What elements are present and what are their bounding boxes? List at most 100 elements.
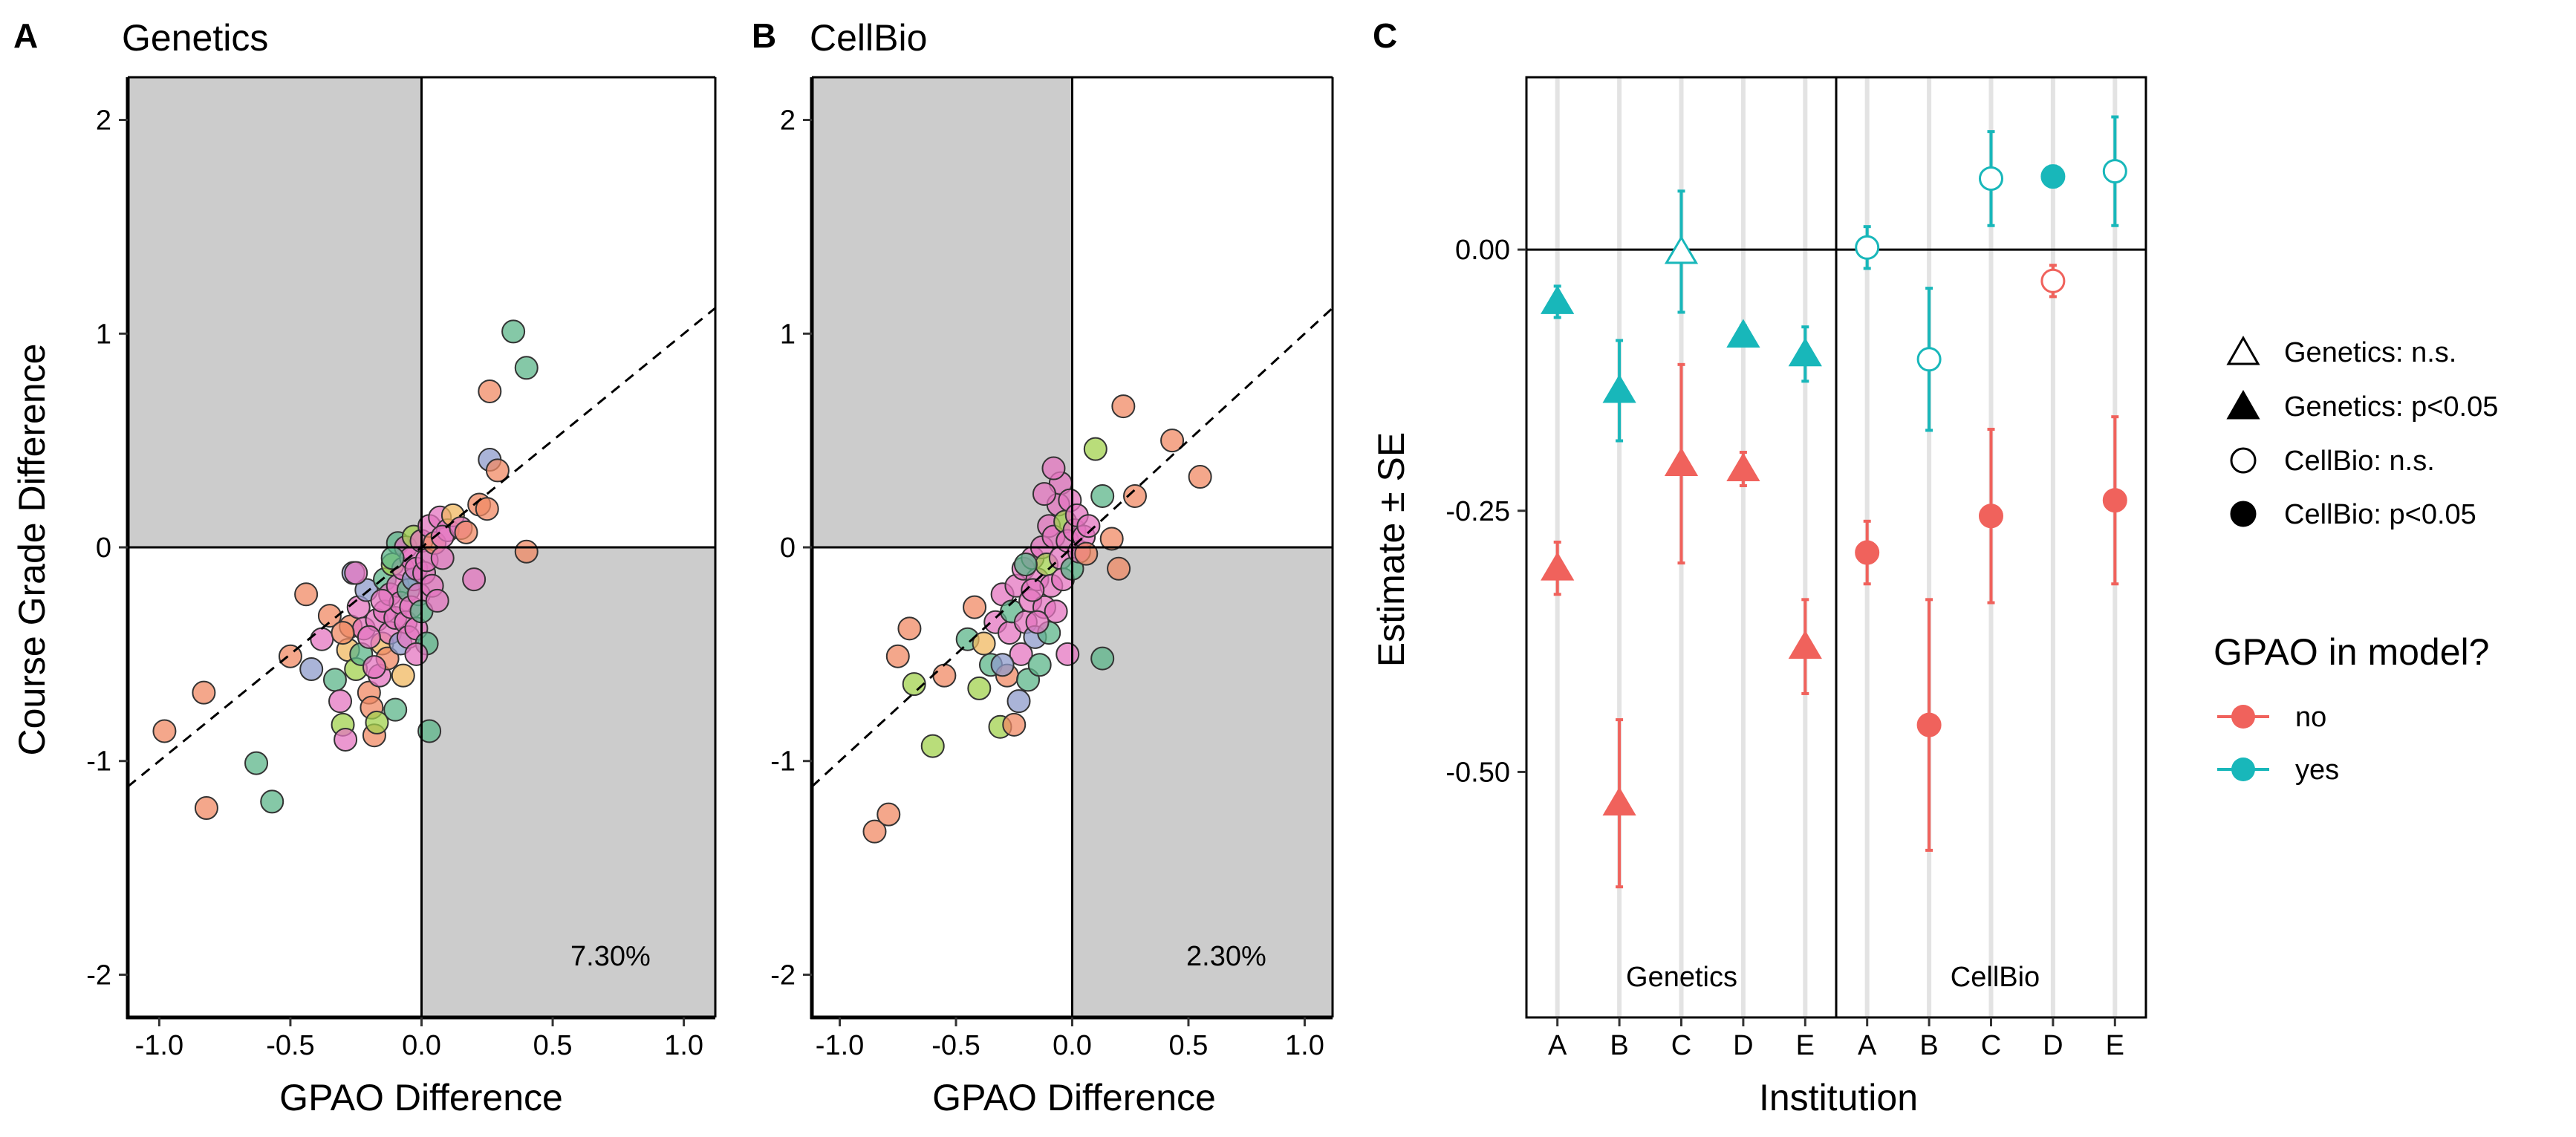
panel-a-y-tick-label: -1 <box>86 746 111 778</box>
color-legend: GPAO in model? no yes <box>2214 631 2489 786</box>
panel-a-x-tick-label: 0.0 <box>402 1030 441 1061</box>
legend-label: no <box>2295 702 2326 733</box>
panel-b-y-tick-label: 1 <box>780 319 796 350</box>
panel-a-point-1 <box>192 680 216 705</box>
panel-a-point-85 <box>344 561 368 585</box>
panel-a-point-7 <box>299 657 324 682</box>
panel-c-y-tick-label: 0.00 <box>1455 235 1510 266</box>
panel-a-point-82 <box>501 319 526 344</box>
estimate-circle-C-yes <box>1979 166 2003 191</box>
panel-c-facet-label-genetics: Genetics <box>1626 962 1737 993</box>
panel-a-y-tick-label: 2 <box>96 105 111 137</box>
estimate-triangle-E-no <box>1788 630 1822 659</box>
estimate-triangle-A-yes <box>1541 285 1575 314</box>
panel-a-point-71 <box>357 625 381 649</box>
panel-b-point-5 <box>920 734 945 758</box>
legend-item-genetics-ns: Genetics: n.s. <box>2226 335 2456 368</box>
panel-c-facet-label-cellbio: CellBio <box>1951 962 2040 993</box>
panel-b-point-63 <box>1122 483 1147 508</box>
panel-b-title: CellBio <box>810 17 927 59</box>
panel-a-point-3 <box>244 751 269 775</box>
panel-a-point-2 <box>194 796 218 821</box>
legend-item-no: no <box>2217 702 2326 733</box>
panel-c-estimate-plot: C 0.00 -0.25 -0.50 A B C D E A B C D E Genetics Cell… <box>1370 16 2147 1118</box>
panel-a-shade-upper-left <box>128 77 422 547</box>
panel-a-point-9 <box>317 604 342 628</box>
panel-a-point-69 <box>370 588 394 613</box>
panel-b-point-9 <box>967 676 992 700</box>
panel-a-letter: A <box>13 16 38 55</box>
panel-a-x-tick-label: -0.5 <box>266 1030 314 1061</box>
color-legend-title: GPAO in model? <box>2214 631 2489 673</box>
panel-b-point-59 <box>1090 646 1115 671</box>
panel-b-point-18 <box>1002 712 1027 737</box>
triangle-filled-icon <box>2226 389 2260 420</box>
circle-open-icon <box>2230 447 2257 474</box>
panel-c-x-tick-label: D <box>2043 1030 2063 1061</box>
panel-a-genetics-scatter: A Genetics -1.0 -0.5 0.0 0.5 1.0 -2 -1 0 1 2 7.30… <box>11 16 717 1118</box>
panel-b-ticks: -1.0 -0.5 0.0 0.5 1.0 -2 -1 0 1 2 <box>770 105 1324 1061</box>
panel-c-y-tick-label: -0.25 <box>1445 496 1510 527</box>
panel-b-y-tick-label: 2 <box>780 105 796 137</box>
panel-a-y-tick-label: -2 <box>86 960 111 991</box>
panel-b-point-66 <box>990 653 1015 677</box>
legend-label: yes <box>2295 755 2339 786</box>
panel-b-cellbio-scatter: B CellBio -1.0 -0.5 0.0 0.5 1.0 -2 -1 0 1 2 2.30%… <box>752 16 1334 1118</box>
panel-a-point-68 <box>404 642 429 666</box>
estimate-triangle-D-no <box>1726 452 1760 481</box>
panel-b-point-8 <box>963 595 987 619</box>
panel-a-x-tick-label: -1.0 <box>135 1030 183 1061</box>
panel-b-y-tick-label: -1 <box>770 746 796 778</box>
panel-a-point-83 <box>514 356 539 380</box>
panel-b-point-55 <box>1021 578 1045 602</box>
estimate-triangle-C-no <box>1664 447 1699 476</box>
panel-a-x-tick-label: 0.5 <box>533 1030 573 1061</box>
estimate-triangle-E-yes <box>1788 337 1822 367</box>
panel-b-x-axis-title: GPAO Difference <box>932 1077 1216 1118</box>
shape-legend: Genetics: n.s. Genetics: p<0.05 CellBio:… <box>2226 335 2498 530</box>
panel-a-x-axis-title: GPAO Difference <box>279 1077 563 1118</box>
panel-b-x-tick-label: 0.5 <box>1169 1030 1209 1061</box>
panel-a-ticks: -1.0 -0.5 0.0 0.5 1.0 -2 -1 0 1 2 <box>86 105 703 1061</box>
panel-b-shaded-quadrants <box>812 77 1333 1017</box>
panel-b-point-0 <box>862 819 887 844</box>
panel-c-estimates <box>1541 115 2127 889</box>
panel-a-y-axis-title: Course Grade Difference <box>11 344 53 756</box>
panel-b-point-21 <box>1009 642 1033 666</box>
panel-a-reference-lines <box>126 76 717 1020</box>
panel-c-letter: C <box>1373 16 1397 55</box>
panel-a-percent-annotation: 7.30% <box>570 941 651 972</box>
panel-b-point-2 <box>885 644 910 668</box>
panel-b-point-6 <box>932 663 957 688</box>
panel-a-x-tick-label: 1.0 <box>664 1030 703 1061</box>
panel-a-point-59 <box>417 719 442 743</box>
estimate-circle-A-no <box>1855 540 1880 565</box>
legend-item-cellbio-sig: CellBio: p<0.05 <box>2230 499 2476 530</box>
panel-a-point-0 <box>152 719 177 743</box>
panel-a-shade-lower-right <box>421 547 715 1017</box>
legend-item-cellbio-ns: CellBio: n.s. <box>2230 446 2435 477</box>
panel-b-shade-upper-left <box>812 77 1073 547</box>
panel-c-y-axis-title: Estimate ± SE <box>1370 432 1412 667</box>
panel-b-point-10 <box>972 631 996 656</box>
panel-b-point-64 <box>1160 429 1185 453</box>
panel-b-y-tick-label: -2 <box>770 960 796 991</box>
estimate-circle-D-yes <box>2040 164 2066 189</box>
estimate-circle-B-no <box>1916 712 1942 737</box>
panel-c-x-tick-label: B <box>1919 1030 1938 1061</box>
panel-a-point-78 <box>475 497 499 521</box>
estimate-circle-D-no <box>2040 268 2066 293</box>
panel-b-point-52 <box>1076 514 1101 538</box>
panel-c-x-tick-label: A <box>1548 1030 1567 1061</box>
estimate-circle-A-yes <box>1855 235 1880 260</box>
legend-label: CellBio: p<0.05 <box>2284 499 2476 530</box>
estimate-circle-B-yes <box>1916 347 1942 372</box>
panel-c-x-tick-label: E <box>1796 1030 1815 1061</box>
panel-a-point-72 <box>362 655 386 680</box>
panel-b-x-tick-label: -1.0 <box>816 1030 864 1061</box>
panel-b-point-56 <box>1013 553 1038 577</box>
panel-b-x-tick-label: -0.5 <box>931 1030 980 1061</box>
panel-b-point-29 <box>1027 653 1052 677</box>
triangle-open-icon <box>2226 335 2260 365</box>
